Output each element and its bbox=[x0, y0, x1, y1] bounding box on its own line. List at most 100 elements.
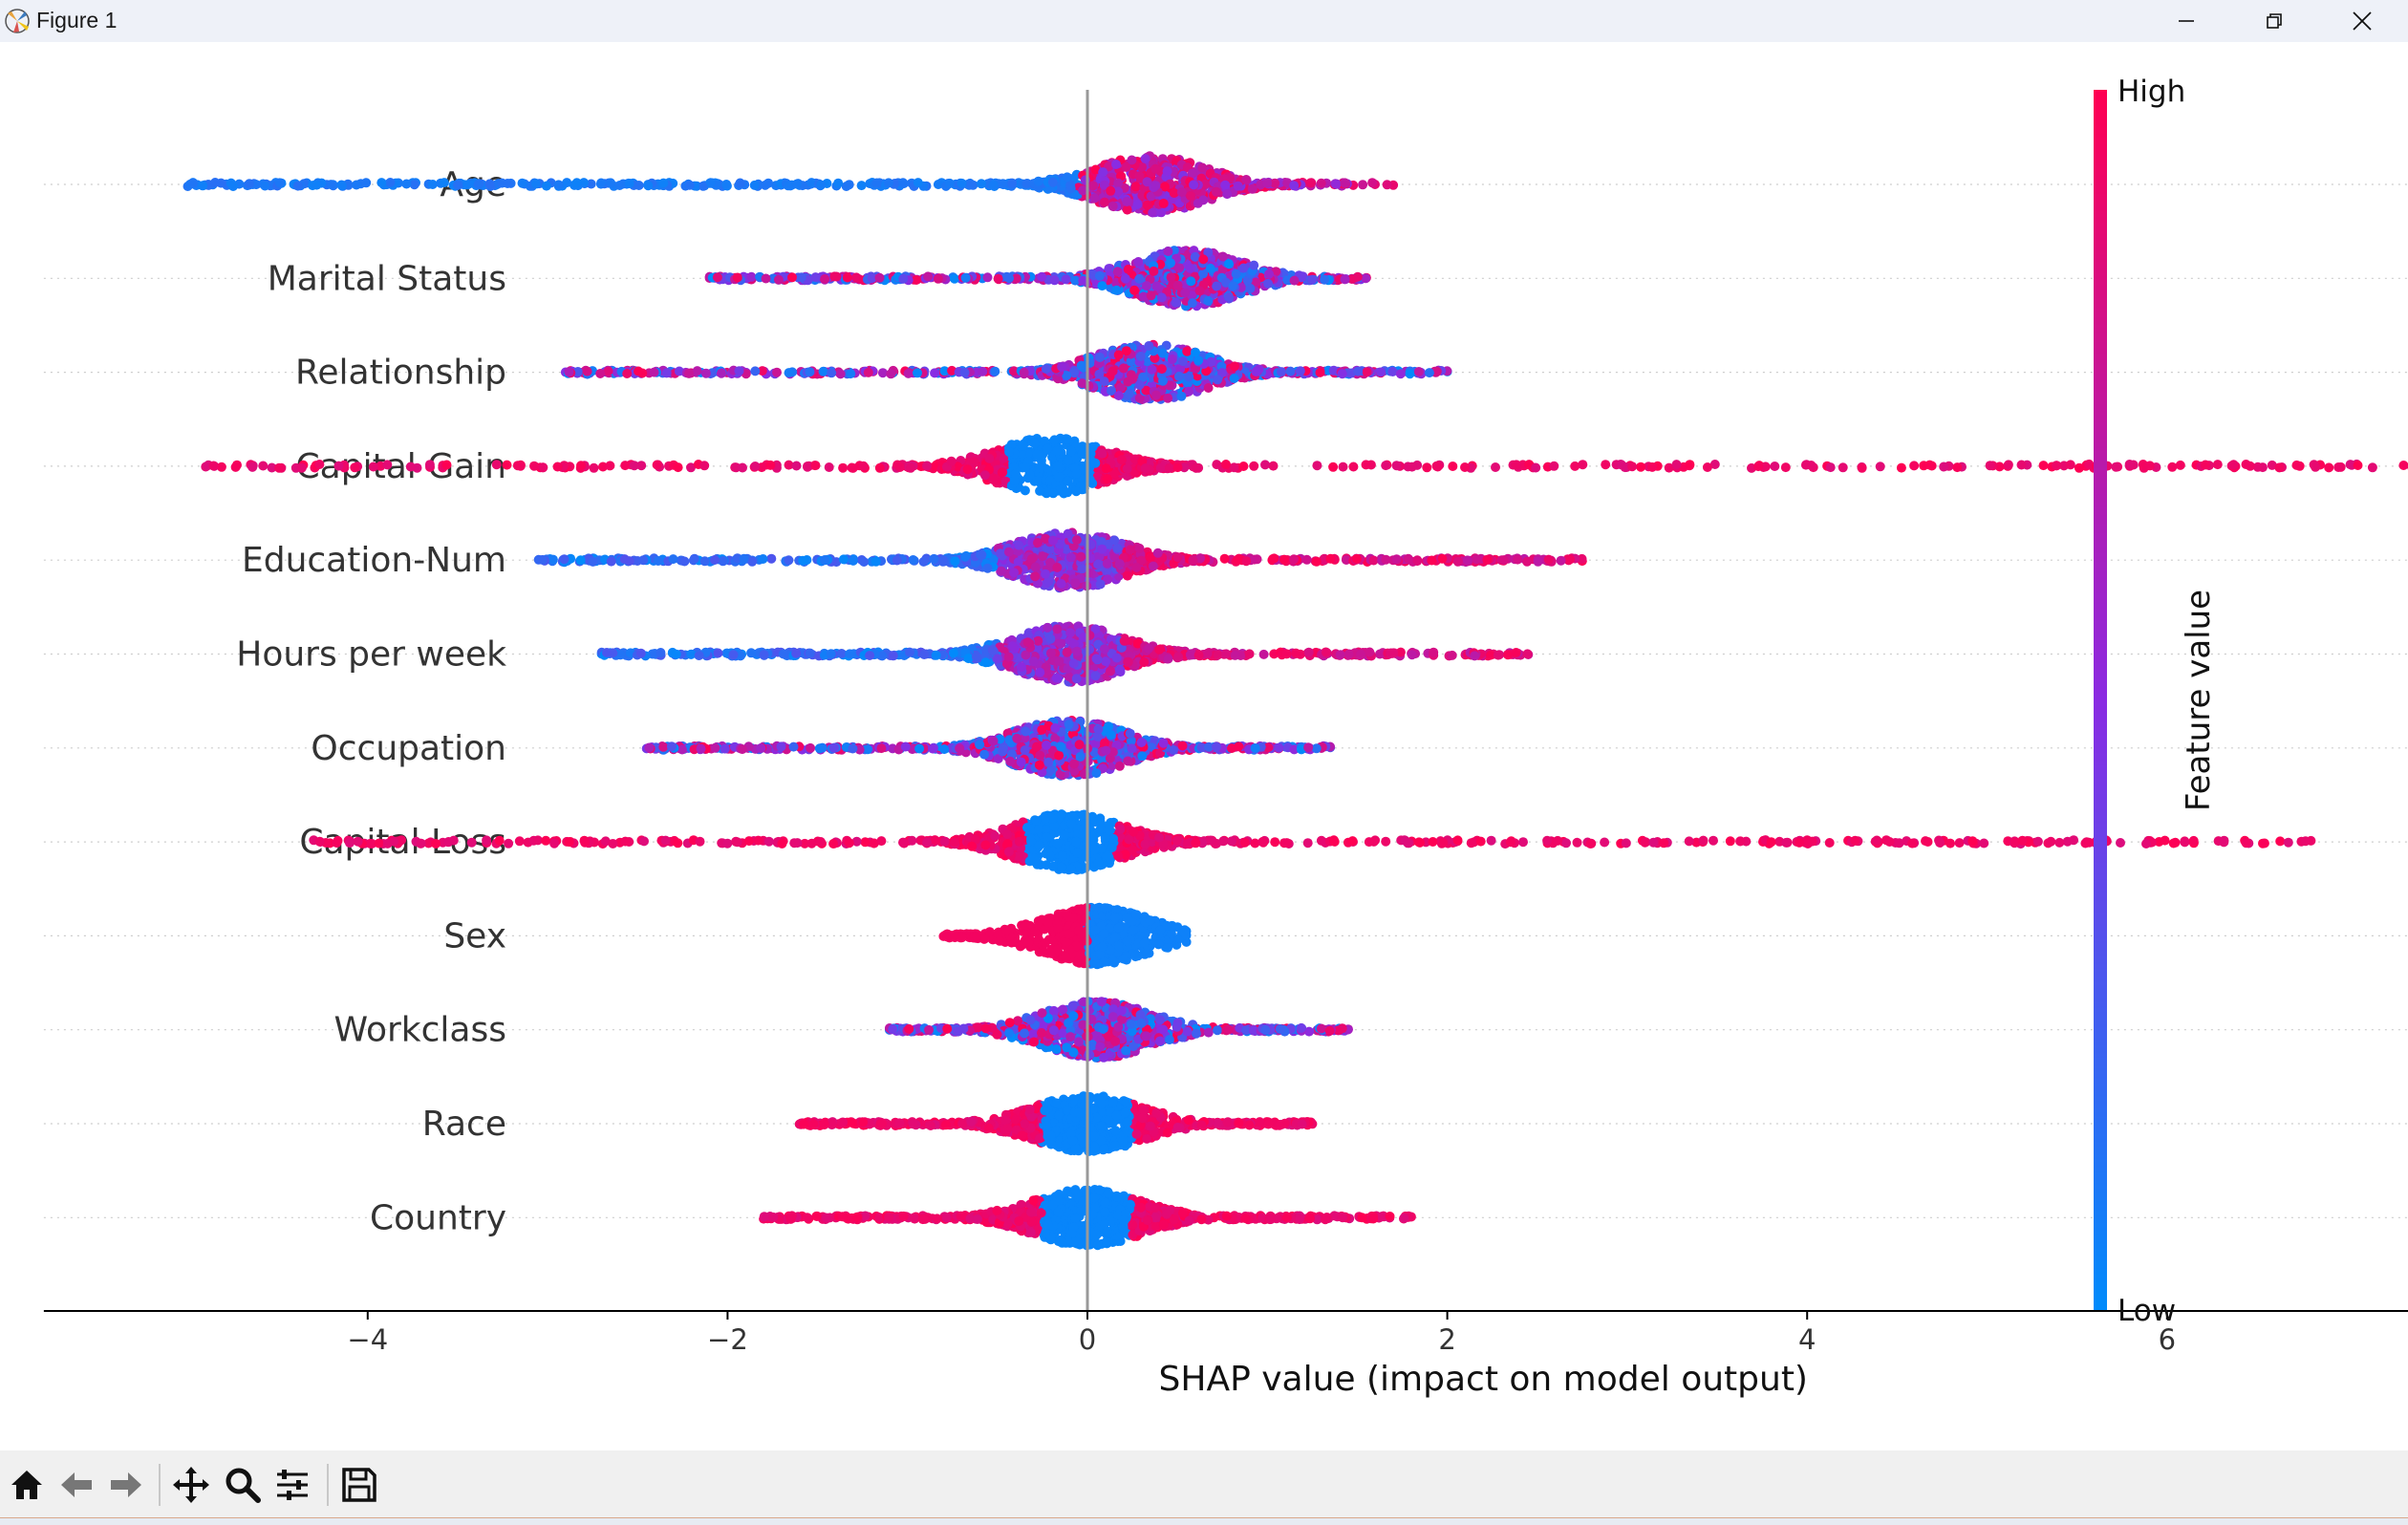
shap-point bbox=[1186, 276, 1196, 287]
shap-point bbox=[848, 462, 858, 473]
shap-point bbox=[1448, 462, 1458, 471]
shap-point bbox=[918, 556, 929, 567]
shap-point bbox=[1985, 461, 1995, 471]
shap-point bbox=[1601, 460, 1611, 470]
shap-point bbox=[1003, 547, 1014, 557]
shap-point bbox=[1141, 281, 1151, 291]
shap-point bbox=[791, 179, 802, 189]
shap-point bbox=[1037, 271, 1047, 282]
shap-point bbox=[933, 273, 943, 284]
shap-point bbox=[1838, 462, 1848, 473]
shap-point bbox=[1368, 555, 1379, 566]
shap-point bbox=[1220, 180, 1231, 190]
shap-point bbox=[1176, 187, 1187, 198]
shap-point bbox=[684, 368, 694, 378]
shap-point bbox=[1071, 486, 1082, 497]
shap-point bbox=[2016, 460, 2027, 470]
shap-point bbox=[1109, 535, 1120, 546]
shap-point bbox=[1021, 179, 1032, 189]
shap-point bbox=[867, 273, 877, 284]
shap-point bbox=[1162, 166, 1172, 177]
shap-point bbox=[739, 553, 749, 564]
shap-point bbox=[643, 181, 654, 191]
shap-point bbox=[1753, 462, 1764, 472]
shap-point bbox=[1029, 438, 1040, 448]
shap-point bbox=[1262, 178, 1273, 188]
shap-point bbox=[1158, 198, 1169, 208]
shap-point bbox=[473, 180, 484, 190]
shap-point bbox=[1233, 554, 1243, 565]
shap-point bbox=[661, 368, 672, 378]
shap-point bbox=[1224, 259, 1234, 269]
shap-point bbox=[1203, 247, 1214, 258]
shap-point bbox=[1857, 462, 1867, 473]
shap-point bbox=[1120, 273, 1130, 284]
shap-point bbox=[747, 556, 758, 567]
shap-point bbox=[409, 180, 419, 190]
shap-point bbox=[923, 271, 934, 282]
shap-point bbox=[336, 181, 347, 191]
shap-point bbox=[1295, 366, 1305, 376]
shap-point bbox=[1543, 554, 1554, 565]
shap-point bbox=[863, 367, 873, 377]
shap-point bbox=[1462, 555, 1473, 566]
shap-point bbox=[1381, 461, 1391, 471]
shap-point bbox=[1391, 461, 1402, 471]
shap-point bbox=[1097, 544, 1107, 554]
shap-point bbox=[530, 179, 541, 189]
shap-point bbox=[1122, 197, 1132, 206]
shap-point bbox=[1167, 354, 1177, 364]
shap-point bbox=[226, 178, 236, 188]
shap-point bbox=[517, 178, 527, 188]
shap-point bbox=[911, 275, 921, 285]
shap-point bbox=[1116, 455, 1127, 465]
shap-point bbox=[1095, 579, 1106, 590]
shap-point bbox=[1041, 364, 1051, 375]
shap-point bbox=[1939, 462, 1949, 472]
minimize-icon bbox=[2179, 20, 2194, 22]
shap-point bbox=[1095, 353, 1105, 362]
shap-point bbox=[871, 178, 882, 188]
shap-point bbox=[653, 556, 663, 566]
shap-point bbox=[1203, 383, 1214, 393]
shap-point bbox=[1251, 277, 1261, 288]
shap-point bbox=[1033, 176, 1043, 186]
shap-point bbox=[984, 453, 995, 463]
shap-point bbox=[2167, 462, 2178, 472]
shap-point bbox=[198, 181, 208, 191]
shap-point bbox=[368, 462, 378, 472]
shap-point bbox=[874, 462, 885, 473]
shap-point bbox=[1114, 559, 1125, 569]
shap-point bbox=[2212, 460, 2223, 470]
shap-point bbox=[1056, 578, 1066, 589]
shap-point bbox=[898, 273, 909, 284]
shap-point bbox=[1070, 578, 1081, 589]
shap-point bbox=[649, 367, 659, 377]
close-button[interactable] bbox=[2318, 0, 2406, 42]
shap-point bbox=[244, 179, 254, 189]
shap-point bbox=[1100, 197, 1109, 207]
shap-point bbox=[1228, 281, 1238, 291]
shap-point bbox=[1511, 460, 1521, 470]
shap-point bbox=[1071, 468, 1082, 479]
shap-point bbox=[1121, 346, 1131, 356]
shap-point bbox=[441, 460, 452, 470]
shap-point bbox=[1134, 273, 1145, 284]
shap-point bbox=[188, 178, 198, 188]
shap-point bbox=[314, 460, 325, 469]
shap-point bbox=[1121, 161, 1131, 172]
shap-point bbox=[1381, 554, 1391, 565]
shap-point bbox=[959, 367, 970, 377]
shap-point bbox=[232, 460, 242, 470]
restore-button[interactable] bbox=[2230, 0, 2318, 42]
shap-point bbox=[977, 179, 986, 189]
minimize-button[interactable] bbox=[2142, 0, 2230, 42]
shap-point bbox=[859, 557, 870, 567]
shap-point bbox=[1353, 366, 1364, 376]
shap-point bbox=[2038, 461, 2049, 471]
shap-point bbox=[1361, 460, 1371, 470]
shap-point bbox=[2052, 461, 2061, 471]
shap-point bbox=[1133, 257, 1144, 267]
shap-point bbox=[773, 274, 784, 285]
